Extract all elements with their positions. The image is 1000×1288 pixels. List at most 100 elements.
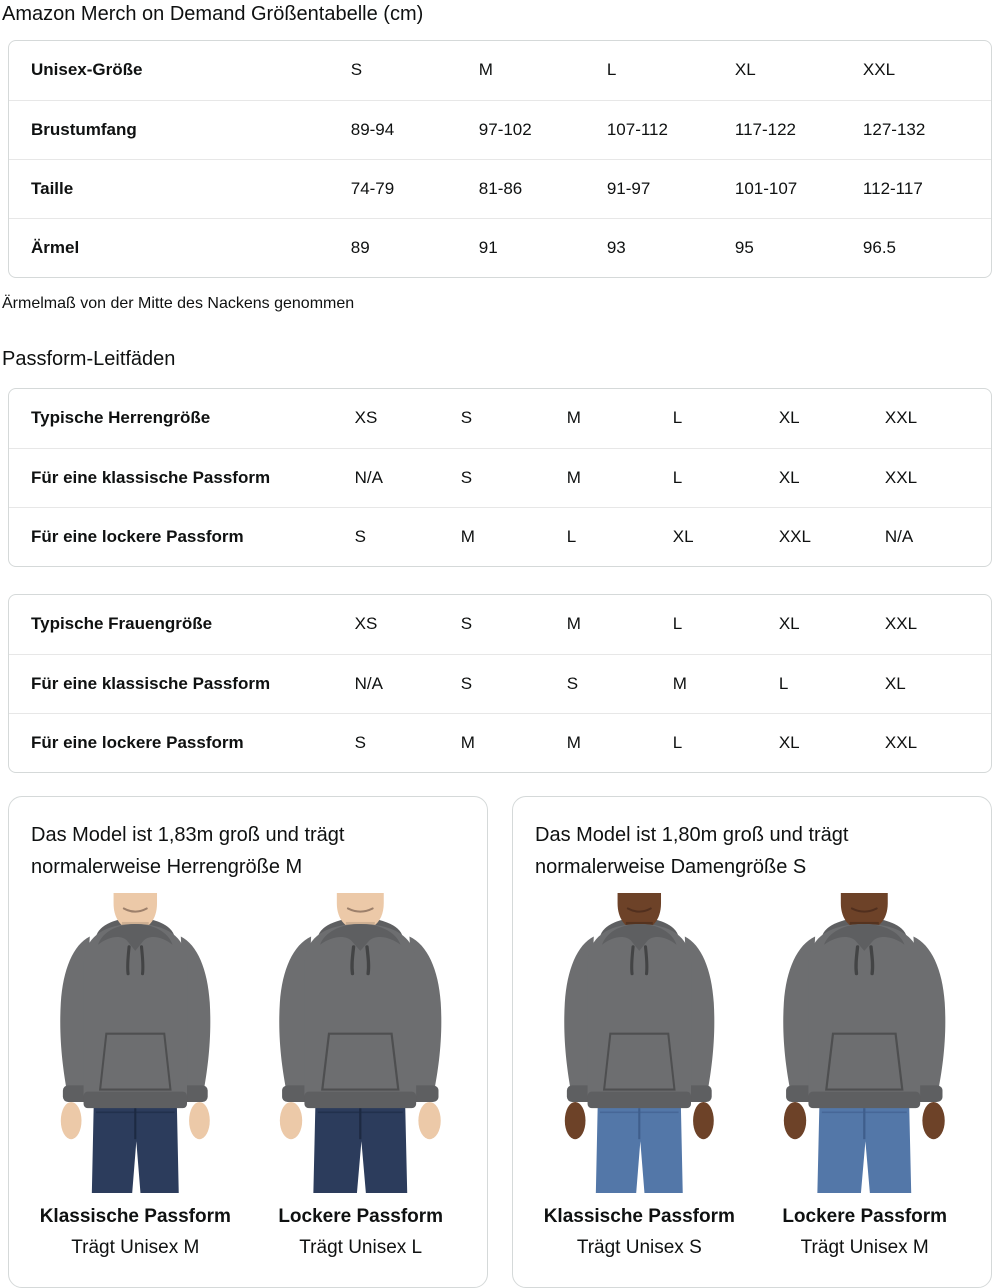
size-cell: XS <box>354 408 378 428</box>
mens-fit-table: Typische Herrengröße XS S M L XL XXL Für… <box>8 388 992 567</box>
size-cell: S <box>350 60 363 80</box>
size-cell: M <box>566 712 673 772</box>
row-label: Für eine lockere Passform <box>9 712 355 772</box>
fit-label: Klassische Passform <box>39 1206 231 1227</box>
size-cell: XXL <box>884 712 991 772</box>
size-cell: XXL <box>884 614 918 634</box>
table-row: Für eine klassische Passform N/A S S M L… <box>9 653 991 713</box>
size-cell: L <box>672 408 683 428</box>
size-cell: 89 <box>350 217 479 277</box>
size-cell: 96.5 <box>862 217 991 277</box>
row-label: Typische Herrengröße <box>31 408 211 428</box>
size-label: Trägt Unisex M <box>800 1237 929 1258</box>
model-figure-loose: Lockere Passform Trägt Unisex L <box>252 893 469 1260</box>
size-cell: S <box>460 447 567 507</box>
table-row: Ärmel 89 91 93 95 96.5 <box>9 217 991 277</box>
size-cell: XXL <box>884 408 918 428</box>
womens-fit-table: Typische Frauengröße XS S M L XL XXL Für… <box>8 594 992 773</box>
size-cell: 112-117 <box>862 158 991 218</box>
model-figure-loose: Lockere Passform Trägt Unisex M <box>756 893 973 1260</box>
size-cell: L <box>566 506 673 566</box>
size-cell: M <box>460 506 567 566</box>
row-label: Ärmel <box>9 217 351 277</box>
sleeve-measure-note: Ärmelmaß von der Mitte des Nackens genom… <box>2 295 355 312</box>
size-cell: XL <box>778 712 885 772</box>
model-cards: Das Model ist 1,83m groß und trägt norma… <box>8 796 992 1288</box>
size-cell: 89-94 <box>350 99 479 159</box>
size-cell: 117-122 <box>734 99 863 159</box>
size-cell: N/A <box>354 447 461 507</box>
size-cell: XL <box>778 408 800 428</box>
size-cell: S <box>460 614 473 634</box>
model-figure-classic: Klassische Passform Trägt Unisex M <box>27 893 244 1260</box>
size-cell: N/A <box>884 506 991 566</box>
female-model-loose-fit-photo <box>781 893 948 1193</box>
size-label: Trägt Unisex L <box>299 1237 423 1258</box>
row-label: Für eine lockere Passform <box>9 506 355 566</box>
size-cell: 93 <box>606 217 735 277</box>
size-cell: XXL <box>862 60 896 80</box>
size-cell: XXL <box>884 447 991 507</box>
row-label: Typische Frauengröße <box>31 614 213 634</box>
size-cell: M <box>460 712 567 772</box>
size-cell: M <box>566 408 581 428</box>
size-cell: S <box>566 653 673 713</box>
size-cell: M <box>566 614 581 634</box>
size-cell: M <box>672 653 779 713</box>
fit-label: Lockere Passform <box>278 1206 444 1227</box>
size-cell: L <box>672 614 683 634</box>
size-cell: L <box>672 447 779 507</box>
fit-guides-title: Passform-Leitfäden <box>2 348 176 370</box>
size-cell: 101-107 <box>734 158 863 218</box>
size-cell: XL <box>778 614 800 634</box>
table-row: Für eine klassische Passform N/A S M L X… <box>9 447 991 507</box>
male-model-loose-fit-photo <box>277 893 444 1193</box>
size-cell: XL <box>672 506 779 566</box>
fit-label: Klassische Passform <box>543 1206 735 1227</box>
size-cell: 127-132 <box>862 99 991 159</box>
size-cell: S <box>460 653 567 713</box>
table-row: Taille 74-79 81-86 91-97 101-107 112-117 <box>9 158 991 218</box>
table-row: Typische Frauengröße XS S M L XL XXL <box>9 595 991 654</box>
size-cell: L <box>606 60 617 80</box>
row-label: Brustumfang <box>9 99 351 159</box>
size-cell: 91-97 <box>606 158 735 218</box>
model-description: Das Model ist 1,83m groß und trägt norma… <box>31 824 345 878</box>
size-cell: XL <box>778 447 885 507</box>
mens-model-card: Das Model ist 1,83m groß und trägt norma… <box>8 796 488 1288</box>
row-label: Unisex-Größe <box>31 60 143 80</box>
size-cell: XL <box>884 653 991 713</box>
womens-model-card: Das Model ist 1,80m groß und trägt norma… <box>512 796 992 1288</box>
size-cell: XS <box>354 614 378 634</box>
row-label: Taille <box>9 158 351 218</box>
size-cell: M <box>566 447 673 507</box>
size-cell: N/A <box>354 653 461 713</box>
fit-label: Lockere Passform <box>782 1206 948 1227</box>
size-cell: XL <box>734 60 756 80</box>
size-cell: S <box>354 712 461 772</box>
size-cell: S <box>354 506 461 566</box>
size-label: Trägt Unisex M <box>71 1237 200 1258</box>
male-model-classic-fit-photo <box>58 893 212 1193</box>
table-row: Unisex-Größe S M L XL XXL <box>9 41 991 100</box>
size-cell: 107-112 <box>606 99 735 159</box>
model-figure-classic: Klassische Passform Trägt Unisex S <box>531 893 748 1260</box>
model-description: Das Model ist 1,80m groß und trägt norma… <box>535 824 849 878</box>
size-cell: 91 <box>478 217 607 277</box>
table-row: Brustumfang 89-94 97-102 107-112 117-122… <box>9 99 991 159</box>
unisex-size-table: Unisex-Größe S M L XL XXL Brustumfang 89… <box>8 40 992 278</box>
table-row: Für eine lockere Passform S M L XL XXL N… <box>9 506 991 566</box>
size-cell: L <box>778 653 885 713</box>
row-label: Für eine klassische Passform <box>9 447 355 507</box>
size-cell: M <box>478 60 493 80</box>
size-cell: 74-79 <box>350 158 479 218</box>
size-label: Trägt Unisex S <box>576 1237 702 1258</box>
page-title: Amazon Merch on Demand Größentabelle (cm… <box>2 3 424 25</box>
size-cell: 97-102 <box>478 99 607 159</box>
female-model-classic-fit-photo <box>562 893 716 1193</box>
size-cell: S <box>460 408 473 428</box>
size-cell: 95 <box>734 217 863 277</box>
size-cell: 81-86 <box>478 158 607 218</box>
table-row: Typische Herrengröße XS S M L XL XXL <box>9 389 991 448</box>
